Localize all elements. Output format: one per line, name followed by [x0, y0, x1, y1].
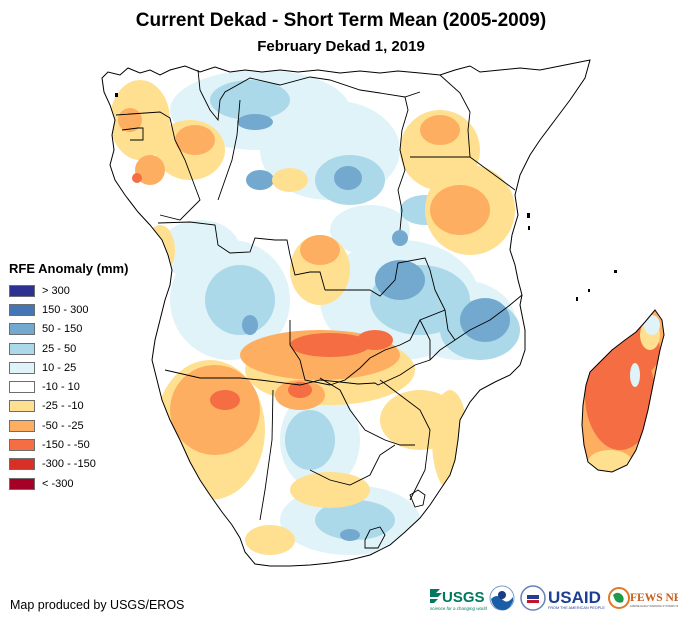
legend-label: -25 - -10	[42, 400, 84, 413]
usaid-logo: USAID FROM THE AMERICAN PEOPLE	[548, 588, 605, 610]
svg-text:USAID: USAID	[548, 588, 601, 607]
legend-item: > 300	[9, 281, 128, 300]
legend-swatch	[9, 439, 35, 452]
map-title: Current Dekad - Short Term Mean (2005-20…	[135, 10, 547, 31]
legend-label: 10 - 25	[42, 361, 77, 374]
legend-label: -10 - 10	[42, 381, 80, 394]
legend-item: 25 - 50	[9, 339, 128, 358]
legend-swatch	[9, 284, 35, 297]
usaid-tagline: FROM THE AMERICAN PEOPLE	[548, 606, 605, 610]
legend-swatch	[9, 381, 35, 394]
legend: RFE Anomaly (mm) > 300 150 - 300 50 - 150 2…	[9, 261, 128, 493]
legend-swatch	[9, 400, 35, 413]
legend-item: -300 - -150	[9, 455, 128, 474]
islands	[115, 93, 617, 301]
country-borders	[115, 69, 523, 549]
legend-swatch	[9, 477, 35, 490]
usgs-tagline: science for a changing world	[430, 606, 488, 611]
legend-title: RFE Anomaly (mm)	[9, 261, 129, 276]
legend-item: -25 - -10	[9, 397, 128, 416]
usgs-logo: USGS science for a changing world	[430, 589, 488, 611]
legend-item: -10 - 10	[9, 377, 128, 396]
legend-label: > 300	[42, 284, 70, 297]
legend-item: 50 - 150	[9, 320, 128, 339]
legend-item: 10 - 25	[9, 358, 128, 377]
legend-item: -50 - -25	[9, 416, 128, 435]
legend-item: 150 - 300	[9, 300, 128, 319]
legend-swatch	[9, 323, 35, 336]
usgs-logo-text: USGS	[442, 589, 485, 606]
legend-item: < -300	[9, 474, 128, 493]
map-credit: Map produced by USGS/EROS	[10, 598, 185, 612]
fews-net-tagline: FAMINE EARLY WARNING SYSTEMS NETWORK	[630, 604, 678, 608]
legend-swatch	[9, 303, 35, 316]
legend-label: < -300	[42, 477, 74, 490]
legend-swatch	[9, 342, 35, 355]
fews-net-logo: FEWS NET FAMINE EARLY WARNING SYSTEMS NE…	[608, 587, 678, 609]
legend-label: -50 - -25	[42, 419, 84, 432]
map-subtitle: February Dekad 1, 2019	[257, 38, 425, 55]
usaid-seal-logo	[520, 585, 546, 611]
legend-label: 50 - 150	[42, 323, 83, 336]
legend-swatch	[9, 458, 35, 471]
usaid-logo-text: USAID	[548, 588, 601, 607]
legend-swatch	[9, 419, 35, 432]
legend-label: 25 - 50	[42, 342, 77, 355]
legend-label: 150 - 300	[42, 303, 89, 316]
fews-net-logo-text: FEWS NET	[630, 592, 678, 604]
legend-label: -150 - -50	[42, 439, 90, 452]
legend-swatch	[9, 361, 35, 374]
legend-label: -300 - -150	[42, 458, 96, 471]
partner-logos: USGS science for a changing world USAID …	[428, 583, 678, 613]
legend-item: -150 - -50	[9, 435, 128, 454]
noaa-logo	[489, 585, 515, 611]
